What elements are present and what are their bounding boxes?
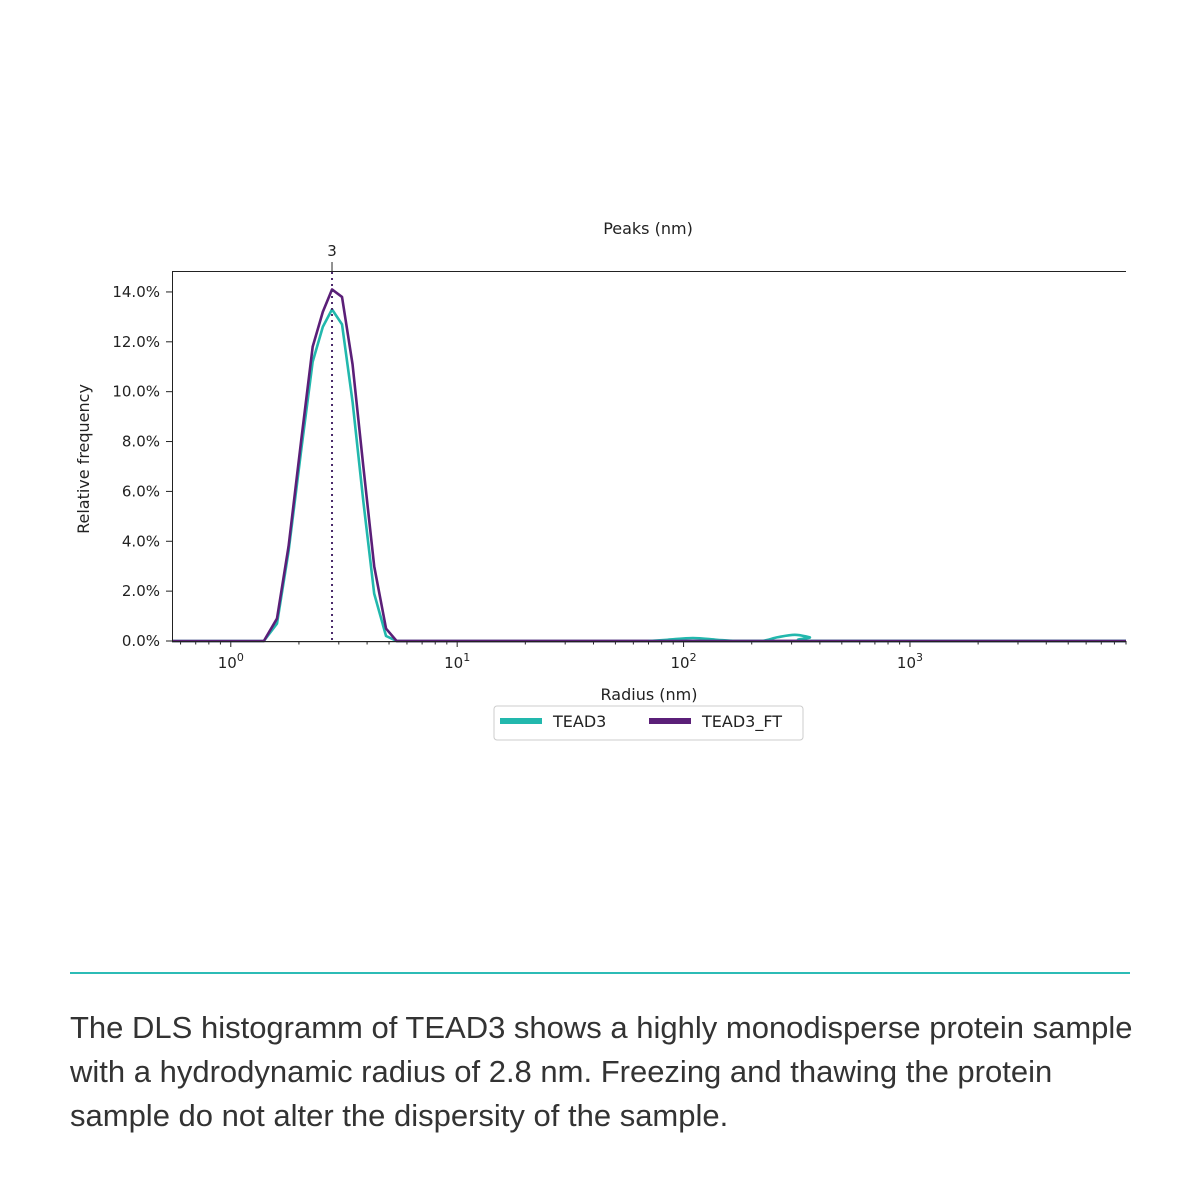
- peaks-axis-title: Peaks (nm): [603, 219, 693, 238]
- y-tick-label-3: 6.0%: [122, 482, 160, 500]
- x-tick-label-0: 100: [218, 651, 244, 672]
- y-tick-label-0: 0.0%: [122, 632, 160, 650]
- plot-frame-top: [172, 271, 1126, 272]
- legend-label-tead3: TEAD3: [552, 712, 606, 731]
- peak-marker-label: 3: [327, 242, 337, 260]
- y-tick-label-7: 14.0%: [112, 283, 160, 301]
- plot-frame-left: [172, 271, 173, 642]
- caption-divider: [70, 972, 1130, 974]
- y-tick-label-6: 12.0%: [112, 333, 160, 351]
- plot-frame-bottom: [172, 641, 1126, 643]
- x-tick-label-3: 103: [897, 651, 923, 672]
- y-tick-label-5: 10.0%: [112, 383, 160, 401]
- x-axis-title: Radius (nm): [601, 685, 698, 704]
- legend-box: [493, 705, 804, 741]
- y-tick-label-4: 8.0%: [122, 433, 160, 451]
- x-tick-label-2: 102: [671, 651, 697, 672]
- legend: TEAD3 TEAD3_FT: [493, 705, 804, 741]
- x-tick-label-1: 101: [444, 651, 470, 672]
- y-axis-title: Relative frequency: [74, 384, 93, 534]
- y-tick-label-1: 2.0%: [122, 582, 160, 600]
- y-tick-label-2: 4.0%: [122, 532, 160, 550]
- legend-label-tead3-ft: TEAD3_FT: [701, 712, 782, 732]
- dls-chart: Peaks (nm) 3 0.0% 2.0% 4.0% 6.0% 8.0% 10.0% 12…: [74, 219, 1127, 741]
- figure-caption: The DLS histogramm of TEAD3 shows a high…: [70, 1010, 1133, 1133]
- x-axis-ticks: 100 101 102 103: [180, 641, 1127, 672]
- y-axis-ticks: 0.0% 2.0% 4.0% 6.0% 8.0% 10.0% 12.0% 14.0%: [112, 283, 172, 650]
- series-line-tead3-ft: [172, 288, 1126, 643]
- series-lines: [172, 288, 1126, 643]
- series-line-tead3: [172, 308, 1126, 643]
